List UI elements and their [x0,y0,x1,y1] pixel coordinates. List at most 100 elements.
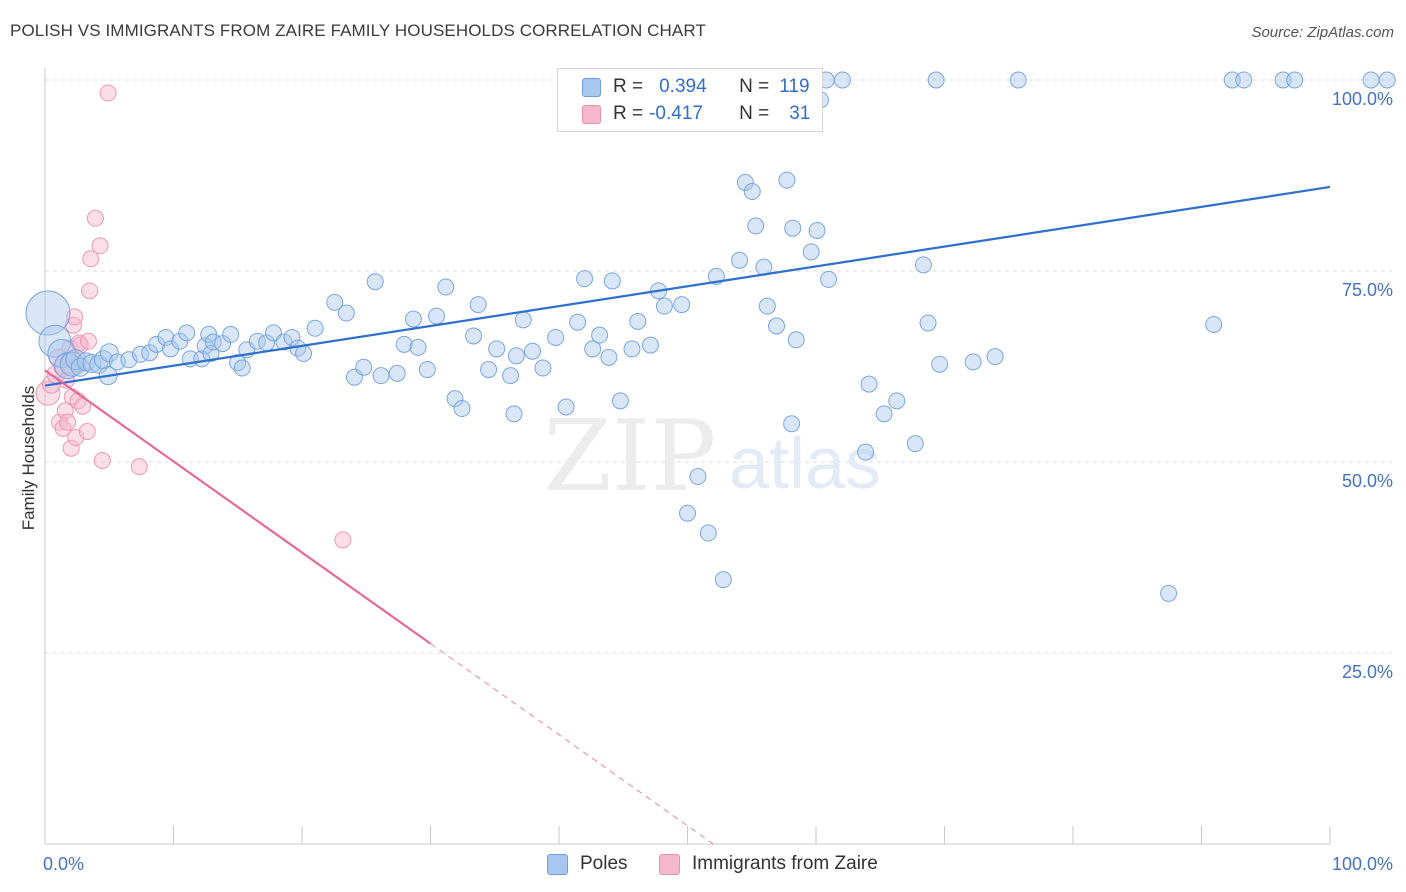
poles-point [787,331,805,349]
poles-point [306,319,324,337]
zaire-trendline [44,369,432,645]
poles-point [576,270,594,288]
poles-point [927,71,945,89]
gridlines [45,79,1392,654]
poles-point [465,327,483,345]
poles-point [372,367,390,385]
poles-swatch [582,77,601,97]
poles-point [689,468,707,486]
zaire-series [35,84,352,549]
poles-point [1009,71,1027,89]
poles-trendline [44,185,1331,387]
poles-point [355,358,373,376]
zaire-point [66,308,84,326]
poles-point [446,390,464,408]
poles-point [222,325,240,343]
poles-point [919,314,937,332]
zaire-point [35,380,61,406]
poles-point [611,392,629,410]
poles-point [480,361,498,379]
poles-point [409,338,427,356]
zaire-swatch [582,104,601,124]
poles-point [283,328,301,346]
poles-point [507,347,525,365]
zaire-n-label: N = [739,103,770,124]
poles-point [655,297,673,315]
tick-labels: 25.0% 50.0% 75.0% 100.0% 0.0% 100.0% [43,89,1393,874]
chart-title: POLISH VS IMMIGRANTS FROM ZAIRE FAMILY H… [10,21,706,40]
zaire-point [71,336,89,354]
poles-point [783,415,801,433]
poles-point [1223,71,1241,89]
poles-n-label: N = [739,76,770,97]
axes [44,68,1331,845]
poles-point [731,251,749,269]
poles-point [758,297,776,315]
poles-point [1160,584,1178,602]
zaire-point [99,84,117,102]
poles-point [802,243,820,261]
poles-point [1286,71,1304,89]
poles-point [70,357,90,377]
zaire-point [81,282,99,300]
poles-point [488,340,506,358]
poles-point [986,348,1004,366]
poles-point [860,375,878,393]
zaire-point [79,332,97,350]
x-tick-label: 100.0% [1332,854,1393,874]
poles-point [524,342,542,360]
y-tick-label: 100.0% [1332,89,1393,109]
poles-point [505,405,523,423]
zaire-point [78,422,96,440]
poles-point [641,336,659,354]
poles-point [469,296,487,314]
poles-point [388,364,406,382]
poles-point [888,392,906,410]
poles-point [1205,315,1223,333]
legend-item-zaire[interactable]: Immigrants from Zaire [659,852,878,876]
poles-point [25,290,71,336]
poles-series [25,71,1396,602]
legend-poles-swatch [547,853,568,875]
legend-item-poles[interactable]: Poles [547,852,628,876]
trendlines [44,185,1331,845]
poles-point [337,304,355,322]
watermark: ZIP atlas [544,400,881,514]
watermark-zip: ZIP [544,400,717,514]
poles-point [148,335,166,353]
poles-point [679,504,696,522]
poles-point [502,367,520,385]
poles-point [808,222,826,240]
legend-zaire-label: Immigrants from Zaire [692,853,878,874]
poles-point [326,293,344,311]
poles-point [82,353,102,373]
zaire-point [62,439,80,457]
y-axis-title: Family Households [19,386,38,531]
poles-point [157,328,175,346]
zaire-n-value: 31 [789,103,811,124]
poles-point [914,256,932,274]
zaire-point [91,237,109,255]
poles-point [534,359,552,377]
poles-point [736,173,754,191]
zaire-point [82,250,100,268]
poles-point [857,443,875,461]
legend-zaire-swatch [659,853,680,875]
poles-point [395,335,413,353]
poles-point [366,273,384,291]
stats-row-zaire: R = -0.417 N = 31 [582,101,810,127]
poles-point [768,317,786,335]
zaire-r-label: R = [613,103,644,124]
poles-point [514,311,532,329]
poles-point [931,355,949,373]
poles-point [557,398,575,416]
poles-point [178,324,196,342]
poles-point [547,328,565,346]
poles-point [569,313,587,331]
poles-point [964,353,982,371]
x-tick-label: 0.0% [43,854,84,874]
poles-point [820,270,838,288]
poles-point [47,339,77,369]
zaire-point [59,413,77,431]
